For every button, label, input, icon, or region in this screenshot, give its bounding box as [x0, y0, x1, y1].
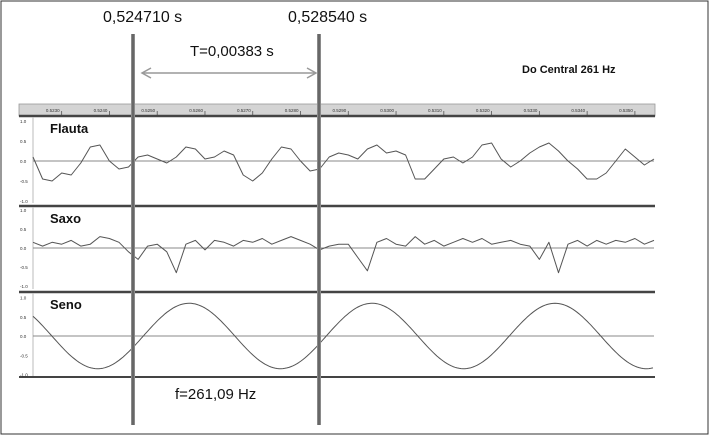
x-tick-label: 0.5230 [46, 108, 60, 113]
waveform-saxo [32, 236, 655, 274]
period-label: T=0,00383 s [190, 43, 274, 60]
waveform-flauta [32, 142, 655, 182]
x-tick-label: 0.5350 [619, 108, 633, 113]
x-tick-label: 0.5280 [285, 108, 299, 113]
track-name-saxo: Saxo [50, 211, 82, 226]
x-tick-label: 0.5330 [524, 108, 538, 113]
x-tick-label: 0.5320 [476, 108, 490, 113]
x-tick-label: 0.5310 [428, 108, 442, 113]
cursor-time-b: 0,528540 s [288, 9, 368, 26]
y-tick-label: 0.0 [20, 246, 27, 251]
y-tick-label: -0.5 [20, 179, 28, 184]
y-tick-label: -0.5 [20, 265, 28, 270]
track-name-seno: Seno [50, 297, 82, 312]
y-tick-label: 0.0 [20, 159, 27, 164]
y-tick-label: 0.5 [20, 227, 27, 232]
waveform-seno [32, 302, 654, 370]
y-tick-label: 0.0 [20, 334, 27, 339]
x-tick-label: 0.5300 [380, 108, 394, 113]
y-tick-label: 1.0 [20, 119, 27, 124]
x-tick-label: 0.5270 [237, 108, 251, 113]
x-tick-label: 0.5340 [571, 108, 585, 113]
x-tick-label: 0.5240 [94, 108, 108, 113]
y-tick-label: 0.5 [20, 315, 27, 320]
y-tick-label: -0.5 [20, 353, 28, 358]
x-tick-label: 0.5250 [141, 108, 155, 113]
y-tick-label: -1.0 [20, 373, 28, 378]
x-tick-label: 0.5290 [333, 108, 347, 113]
period-arrow [140, 67, 318, 79]
x-tick-label: 0.5260 [189, 108, 203, 113]
y-tick-label: 0.5 [20, 139, 27, 144]
cursor-time-a: 0,524710 s [103, 9, 183, 26]
chart-title: Do Central 261 Hz [522, 64, 616, 76]
y-tick-label: 1.0 [20, 208, 27, 213]
frequency-label: f=261,09 Hz [175, 386, 257, 403]
y-tick-label: -1.0 [20, 199, 28, 204]
track-name-flauta: Flauta [50, 121, 89, 136]
y-tick-label: -1.0 [20, 284, 28, 289]
y-tick-label: 1.0 [20, 296, 27, 301]
